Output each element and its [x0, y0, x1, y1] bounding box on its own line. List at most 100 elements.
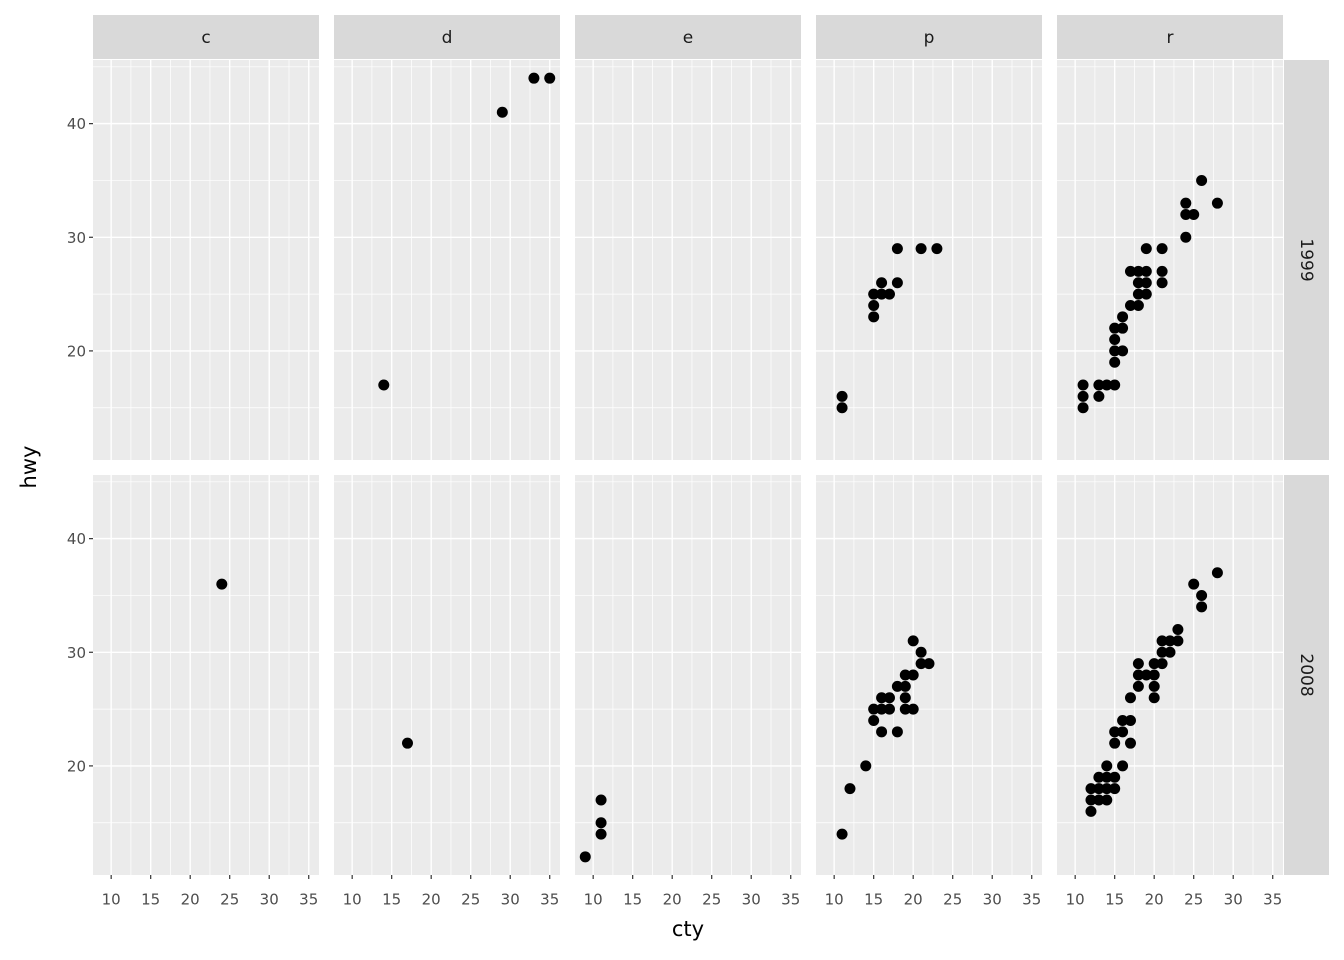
point — [1093, 771, 1105, 783]
point — [528, 72, 540, 84]
point — [1124, 737, 1136, 749]
point — [891, 277, 903, 289]
point — [1196, 601, 1208, 613]
point — [1124, 714, 1136, 726]
point — [1140, 265, 1152, 277]
x-tick-label: 30 — [742, 891, 761, 909]
panel-background — [334, 60, 560, 460]
point — [891, 243, 903, 255]
point — [1109, 726, 1121, 738]
point — [1101, 771, 1113, 783]
panel-background — [93, 60, 319, 460]
point — [1180, 197, 1192, 209]
x-tick-label: 15 — [623, 891, 642, 909]
y-tick-label: 20 — [67, 342, 86, 360]
x-tick-label: 15 — [141, 891, 160, 909]
column-strip-label: d — [442, 28, 453, 48]
point — [544, 72, 556, 84]
row-strip — [1284, 475, 1329, 875]
panel-background — [816, 60, 1042, 460]
point — [860, 760, 872, 772]
x-tick-label: 20 — [1145, 891, 1164, 909]
x-tick-label: 15 — [382, 891, 401, 909]
point — [836, 390, 848, 402]
point — [1132, 288, 1144, 300]
x-axis-title: cty — [672, 917, 704, 941]
point — [868, 714, 880, 726]
point — [579, 851, 591, 863]
point — [1148, 680, 1160, 692]
point — [1156, 265, 1168, 277]
point — [1109, 356, 1121, 368]
x-tick-label: 20 — [181, 891, 200, 909]
point — [1132, 658, 1144, 670]
point — [1101, 794, 1113, 806]
point — [868, 299, 880, 311]
y-tick-label: 40 — [67, 530, 86, 548]
point — [1132, 265, 1144, 277]
point — [907, 635, 919, 647]
point — [844, 783, 856, 795]
x-tick-label: 35 — [540, 891, 559, 909]
point — [1093, 379, 1105, 391]
x-tick-label: 25 — [702, 891, 721, 909]
point — [836, 402, 848, 414]
point — [836, 828, 848, 840]
column-strip — [93, 15, 319, 59]
point — [1132, 669, 1144, 681]
x-tick-label: 10 — [584, 891, 603, 909]
point — [595, 817, 607, 829]
x-tick-label: 35 — [1263, 891, 1282, 909]
row-strip-label: 2008 — [1296, 653, 1316, 696]
point — [1093, 783, 1105, 795]
x-tick-label: 25 — [943, 891, 962, 909]
x-tick-label: 20 — [663, 891, 682, 909]
point — [1172, 624, 1184, 636]
y-tick-label: 20 — [67, 757, 86, 775]
panel-background — [1057, 60, 1283, 460]
point — [868, 703, 880, 715]
point — [876, 288, 888, 300]
point — [1077, 379, 1089, 391]
point — [1140, 288, 1152, 300]
point — [899, 669, 911, 681]
point — [1117, 311, 1129, 323]
x-tick-label: 30 — [501, 891, 520, 909]
point — [1109, 322, 1121, 334]
point — [915, 658, 927, 670]
x-tick-label: 10 — [825, 891, 844, 909]
point — [1132, 277, 1144, 289]
x-tick-label: 25 — [1184, 891, 1203, 909]
y-axis-title: hwy — [17, 446, 41, 489]
point — [1109, 345, 1121, 357]
point — [1156, 646, 1168, 658]
point — [1156, 277, 1168, 289]
point — [899, 680, 911, 692]
point — [868, 311, 880, 323]
point — [883, 288, 895, 300]
y-tick-label: 30 — [67, 644, 86, 662]
point — [915, 646, 927, 658]
x-tick-label: 30 — [260, 891, 279, 909]
point — [1148, 692, 1160, 704]
column-strip — [816, 15, 1042, 59]
point — [1117, 760, 1129, 772]
x-tick-label: 35 — [1022, 891, 1041, 909]
point — [1140, 277, 1152, 289]
point — [907, 669, 919, 681]
point — [1140, 669, 1152, 681]
x-tick-label: 25 — [461, 891, 480, 909]
point — [1132, 299, 1144, 311]
point — [876, 726, 888, 738]
point — [1109, 783, 1121, 795]
point — [1124, 299, 1136, 311]
column-strip-label: r — [1167, 28, 1174, 48]
point — [883, 692, 895, 704]
x-tick-label: 35 — [299, 891, 318, 909]
point — [401, 737, 413, 749]
x-tick-label: 10 — [102, 891, 121, 909]
point — [1093, 390, 1105, 402]
point — [1196, 589, 1208, 601]
point — [1109, 737, 1121, 749]
